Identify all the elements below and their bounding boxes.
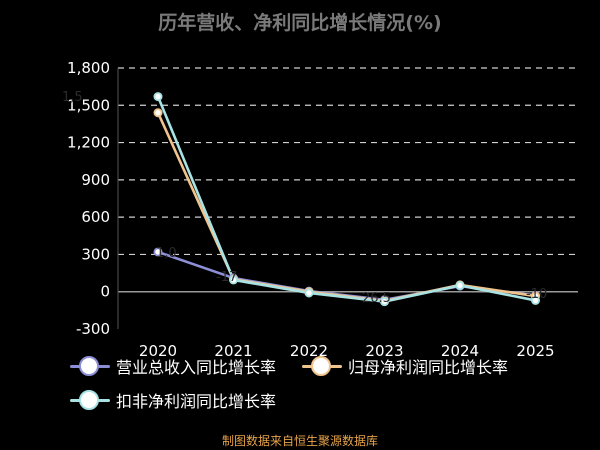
y-tick-label: 900: [81, 171, 110, 189]
data-label: 26.5: [362, 291, 391, 306]
y-tick-label: 1,200: [67, 134, 110, 152]
legend-marker-icon: [70, 389, 110, 411]
data-label: 1,0: [156, 246, 177, 261]
y-tick-label: 300: [81, 245, 110, 263]
series-lines: [156, 96, 536, 303]
legend-item[interactable]: 营业总收入同比增长率: [70, 354, 276, 378]
data-point: [153, 247, 163, 257]
x-tick-label: 2024: [441, 342, 479, 360]
data-point: [153, 92, 163, 102]
data-point: [304, 288, 314, 298]
series-points: [153, 92, 541, 307]
x-tick-label: 2020: [139, 342, 177, 360]
data-point: [153, 108, 163, 118]
legend-item[interactable]: 归母净利润同比增长率: [302, 354, 508, 378]
x-tick-label: 2022: [290, 342, 328, 360]
legend-item[interactable]: 扣非净利润同比增长率: [70, 388, 276, 412]
data-label: -10: [526, 287, 547, 302]
data-point: [455, 280, 465, 290]
series-line-2: [156, 96, 536, 303]
legend-label: 营业总收入同比增长率: [116, 358, 277, 377]
legend-marker-icon: [70, 355, 110, 377]
legend-label: 归母净利润同比增长率: [348, 358, 509, 377]
y-tick-label: 0: [100, 283, 110, 301]
chart-title: 历年营收、净利同比增长情况(%): [158, 12, 442, 34]
data-labels: 1,5 1,0 -17 26.5 -10: [62, 90, 547, 306]
x-tick-label: 2023: [365, 342, 403, 360]
y-tick-label: -300: [76, 320, 110, 338]
legend-marker-icon: [302, 355, 343, 377]
y-tick-label: 1,800: [67, 59, 110, 77]
data-label: 1,5: [62, 90, 83, 105]
data-label: -17: [216, 270, 237, 285]
data-point: [531, 295, 541, 305]
y-tick-label: 1,500: [67, 96, 110, 114]
legend-label: 扣非净利润同比增长率: [116, 392, 277, 411]
data-point: [379, 297, 389, 307]
legend: 营业总收入同比增长率 归母净利润同比增长率扣非净利润同比增长率: [70, 354, 570, 412]
data-point: [228, 275, 238, 285]
source-note: 制图数据来自恒生聚源数据库: [221, 434, 378, 448]
x-tick-label: 2025: [516, 342, 554, 360]
grid-lines: [117, 67, 578, 329]
y-axis-ticks: -300 0 300 600 900 1,200 1,500 1,800: [67, 59, 110, 338]
series-line-0: [157, 250, 536, 302]
x-axis-ticks: 2020 2021 2022 2023 2024 2025: [139, 342, 555, 360]
x-tick-label: 2021: [214, 342, 252, 360]
y-tick-label: 600: [81, 208, 110, 226]
